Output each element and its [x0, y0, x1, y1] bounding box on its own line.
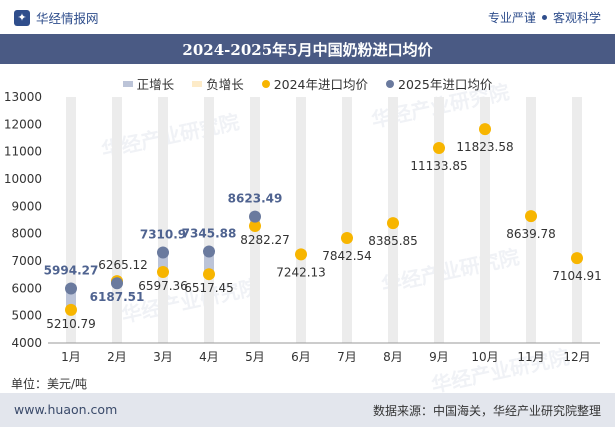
column-stripe [342, 97, 352, 343]
column-stripe [434, 97, 444, 343]
label-2025: 6187.51 [90, 290, 145, 304]
y-tick-label: 7000 [11, 254, 42, 268]
label-2025: 7310.9 [140, 228, 186, 242]
point-2024 [433, 142, 445, 155]
point-2024 [479, 123, 491, 136]
label-2025: 8623.49 [228, 192, 283, 206]
x-tick-label: 7月 [337, 350, 357, 364]
legend-2025-swatch [386, 79, 395, 88]
legend-positive: 正增长 [122, 74, 175, 93]
y-tick-label: 9000 [11, 199, 42, 213]
x-tick-label: 3月 [153, 350, 173, 364]
x-tick-label: 1月 [61, 350, 81, 364]
chart-legend: 正增长 负增长 2024年进口均价 2025年进口均价 [0, 74, 615, 93]
brand-name: 华经情报网 [36, 11, 99, 26]
point-2025 [203, 245, 215, 258]
column-stripe [480, 97, 490, 343]
tag-separator-icon [541, 15, 547, 20]
point-2024 [341, 231, 353, 244]
legend-2024-label: 2024年进口均价 [273, 77, 369, 92]
brand-logo-icon: ✦ [14, 9, 30, 26]
label-2024: 8282.27 [240, 233, 290, 247]
column-stripe [158, 97, 168, 343]
brand: ✦ 华经情报网 [14, 8, 99, 27]
x-tick-label: 8月 [383, 350, 403, 364]
tag-2: 客观科学 [552, 11, 601, 25]
point-2024 [571, 252, 583, 265]
point-2024 [157, 266, 169, 279]
x-tick-label: 10月 [471, 350, 498, 364]
legend-2024-swatch [261, 79, 270, 88]
label-2025: 7345.88 [182, 227, 237, 241]
point-2025 [249, 210, 261, 223]
label-2025: 5994.27 [44, 263, 99, 277]
x-tick-label: 2月 [107, 350, 127, 364]
legend-negative-label: 负增长 [206, 77, 244, 92]
legend-negative-swatch [192, 80, 203, 87]
label-2024: 8639.78 [506, 227, 556, 241]
x-tick-label: 6月 [291, 350, 311, 364]
brand-tags: 专业严谨 客观科学 [488, 9, 601, 26]
growth-bar-positive [204, 251, 214, 275]
x-tick-label: 11月 [517, 350, 544, 364]
label-2024: 11133.85 [410, 159, 467, 173]
legend-2024: 2024年进口均价 [261, 74, 369, 93]
y-tick-label: 11000 [4, 145, 42, 159]
x-tick-label: 12月 [563, 350, 590, 364]
footer-source: 数据来源：中国海关，华经产业研究院整理 [372, 404, 601, 418]
y-tick-label: 6000 [11, 281, 42, 295]
chart-title: 2024-2025年5月中国奶粉进口均价 [182, 40, 433, 59]
growth-bar-positive [66, 288, 76, 310]
top-bar: ✦ 华经情报网 专业严谨 客观科学 [0, 0, 615, 34]
point-2025 [157, 246, 169, 259]
title-bar: 2024-2025年5月中国奶粉进口均价 [0, 34, 615, 64]
label-2024: 11823.58 [456, 140, 513, 154]
column-stripe [572, 97, 582, 343]
point-2024 [249, 219, 261, 232]
legend-2025-label: 2025年进口均价 [398, 77, 493, 92]
column-stripe [296, 97, 306, 343]
point-2024 [525, 210, 537, 223]
legend-negative: 负增长 [192, 74, 244, 93]
point-2025 [65, 282, 77, 295]
point-2024 [387, 217, 399, 230]
x-tick-label: 4月 [199, 350, 219, 364]
footer: www.huaon.com 数据来源：中国海关，华经产业研究院整理 [0, 393, 615, 427]
point-2024 [203, 268, 215, 281]
y-tick-label: 13000 [4, 90, 42, 104]
label-2024: 6265.12 [98, 258, 148, 272]
column-stripe [204, 97, 214, 343]
label-2024: 5210.79 [46, 317, 96, 331]
label-2024: 6517.45 [184, 281, 234, 295]
column-stripe [66, 97, 76, 343]
y-tick-label: 10000 [4, 172, 42, 186]
y-tick-label: 8000 [11, 227, 42, 241]
label-2024: 6597.36 [138, 279, 188, 293]
tag-1: 专业严谨 [487, 11, 536, 25]
legend-positive-label: 正增长 [136, 77, 175, 92]
label-2024: 7242.13 [276, 265, 326, 279]
column-stripe [112, 97, 122, 343]
y-tick-label: 5000 [11, 309, 42, 323]
label-2024: 8385.85 [368, 234, 418, 248]
y-tick-label: 4000 [11, 336, 42, 350]
x-tick-label: 5月 [245, 350, 265, 364]
legend-2025: 2025年进口均价 [386, 74, 492, 93]
unit-label: 单位：美元/吨 [11, 377, 88, 391]
label-2024: 7104.91 [552, 269, 602, 283]
point-2024 [295, 248, 307, 261]
legend-positive-swatch [122, 80, 133, 87]
growth-bar-positive [158, 252, 168, 273]
point-2024 [65, 303, 77, 316]
footer-url[interactable]: www.huaon.com [14, 402, 118, 417]
label-2024: 7842.54 [322, 249, 372, 263]
point-2025 [111, 277, 123, 290]
y-tick-label: 12000 [4, 117, 42, 131]
x-tick-label: 9月 [429, 350, 449, 364]
